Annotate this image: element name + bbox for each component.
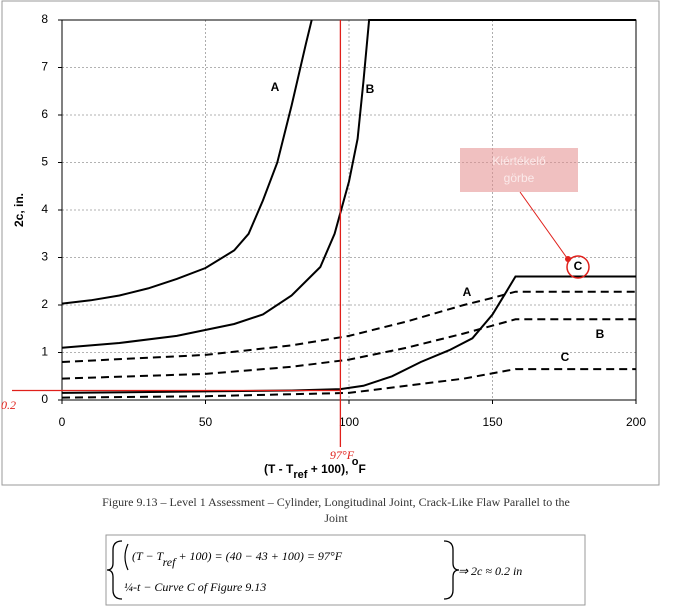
equation-result: ⇒ 2c ≈ 0.2 in [458,564,522,578]
y-tick-label: 6 [41,107,48,121]
equation-line: (T − Tref + 100) = (40 − 43 + 100) = 97°… [132,549,343,569]
x-tick-label: 50 [199,415,213,429]
curve-label: B [366,82,375,96]
curve [61,19,636,349]
x-label-sub: ref [293,469,307,481]
y-tick-label: 4 [41,202,48,216]
callout-text: Kiértékelő [492,154,546,168]
callout-circle [566,255,590,279]
x-tick-label: 200 [626,415,646,429]
plot-border [61,19,637,401]
y-tick-label: 7 [41,60,48,74]
x-label-part: + 100), [307,462,351,476]
callout-box [460,148,578,192]
callout-text: görbe [504,171,535,185]
y-tick-label: 3 [41,250,48,264]
y-tick-label: 8 [41,12,48,26]
caption-line: Joint [324,511,348,525]
curve [61,368,636,399]
curve-label: B [596,327,605,341]
x-tick-label: 0 [59,415,66,429]
x-label-sup: o [352,456,359,468]
x-tick-label: 150 [482,415,502,429]
eq-part: (T − T [132,549,165,563]
marker-y-text: 0.2 [1,398,16,412]
equation-box [105,534,586,606]
curve-label: A [463,285,472,299]
caption-line: Figure 9.13 – Level 1 Assessment – Cylin… [102,495,570,509]
curve-label: C [561,350,570,364]
eq-part: + 100) = (40 − 43 + 100) = 97°F [175,549,342,563]
equation-line: ¼-t − Curve C of Figure 9.13 [124,580,266,594]
curve [61,19,313,305]
y-tick-label: 2 [41,297,48,311]
curve-label: A [271,80,280,94]
y-tick-label: 5 [41,155,48,169]
callout-arrow [519,191,568,259]
x-label-part: (T - T [264,462,294,476]
x-label-part: F [359,462,366,476]
curve-label: C [574,259,583,273]
eq-sub: ref [163,555,178,569]
y-tick-label: 0 [41,392,48,406]
x-axis-label: (T - Tref + 100), oF [264,456,366,481]
y-axis-label: 2c, in. [12,193,26,227]
curve [61,318,636,380]
x-tick-label: 100 [339,415,359,429]
y-tick-label: 1 [41,345,48,359]
marker-x-text: 97°F [330,448,355,462]
paren [124,543,129,571]
curve [61,290,636,363]
left-brace [106,540,123,600]
right-brace [443,540,460,600]
